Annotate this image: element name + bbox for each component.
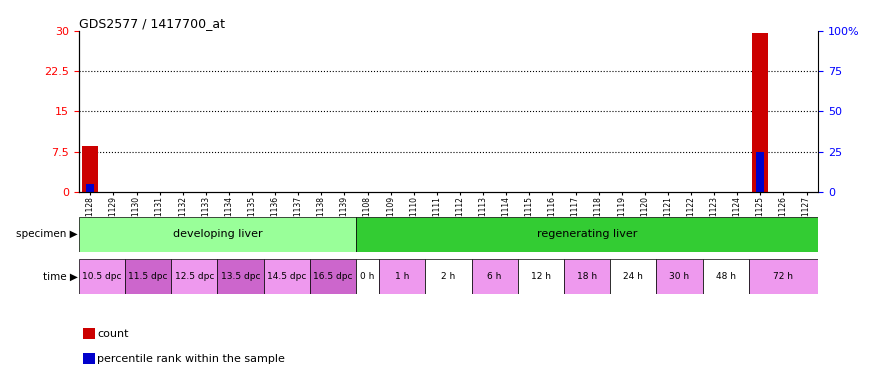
Bar: [752, 33, 768, 192]
Bar: [79, 259, 125, 294]
Bar: [125, 259, 172, 294]
Bar: [749, 259, 818, 294]
Text: percentile rank within the sample: percentile rank within the sample: [97, 354, 285, 364]
Bar: [472, 259, 518, 294]
Bar: [87, 184, 94, 192]
Bar: [356, 217, 818, 252]
Bar: [263, 259, 310, 294]
Text: 11.5 dpc: 11.5 dpc: [129, 272, 168, 281]
Text: 18 h: 18 h: [577, 272, 597, 281]
Text: 0 h: 0 h: [360, 272, 374, 281]
Bar: [82, 146, 98, 192]
Bar: [518, 259, 564, 294]
Text: 12.5 dpc: 12.5 dpc: [175, 272, 214, 281]
Text: 16.5 dpc: 16.5 dpc: [313, 272, 353, 281]
Text: 10.5 dpc: 10.5 dpc: [82, 272, 122, 281]
Text: 13.5 dpc: 13.5 dpc: [220, 272, 260, 281]
Text: GDS2577 / 1417700_at: GDS2577 / 1417700_at: [79, 17, 225, 30]
Text: 6 h: 6 h: [487, 272, 502, 281]
Text: 2 h: 2 h: [441, 272, 456, 281]
Bar: [564, 259, 610, 294]
Bar: [703, 259, 749, 294]
Bar: [310, 259, 356, 294]
Text: 1 h: 1 h: [395, 272, 410, 281]
Bar: [425, 259, 472, 294]
Text: 24 h: 24 h: [623, 272, 643, 281]
Text: specimen ▶: specimen ▶: [16, 229, 78, 239]
Text: count: count: [97, 329, 129, 339]
Text: time ▶: time ▶: [43, 271, 78, 281]
Bar: [172, 259, 217, 294]
Bar: [379, 259, 425, 294]
Bar: [756, 152, 765, 192]
Text: 14.5 dpc: 14.5 dpc: [267, 272, 306, 281]
Text: regenerating liver: regenerating liver: [537, 229, 637, 239]
Text: developing liver: developing liver: [172, 229, 262, 239]
Bar: [656, 259, 703, 294]
Bar: [610, 259, 656, 294]
Text: 12 h: 12 h: [531, 272, 551, 281]
Bar: [217, 259, 263, 294]
Bar: [356, 259, 379, 294]
Text: 48 h: 48 h: [716, 272, 736, 281]
Text: 72 h: 72 h: [774, 272, 794, 281]
Text: 30 h: 30 h: [669, 272, 690, 281]
Bar: [79, 217, 356, 252]
